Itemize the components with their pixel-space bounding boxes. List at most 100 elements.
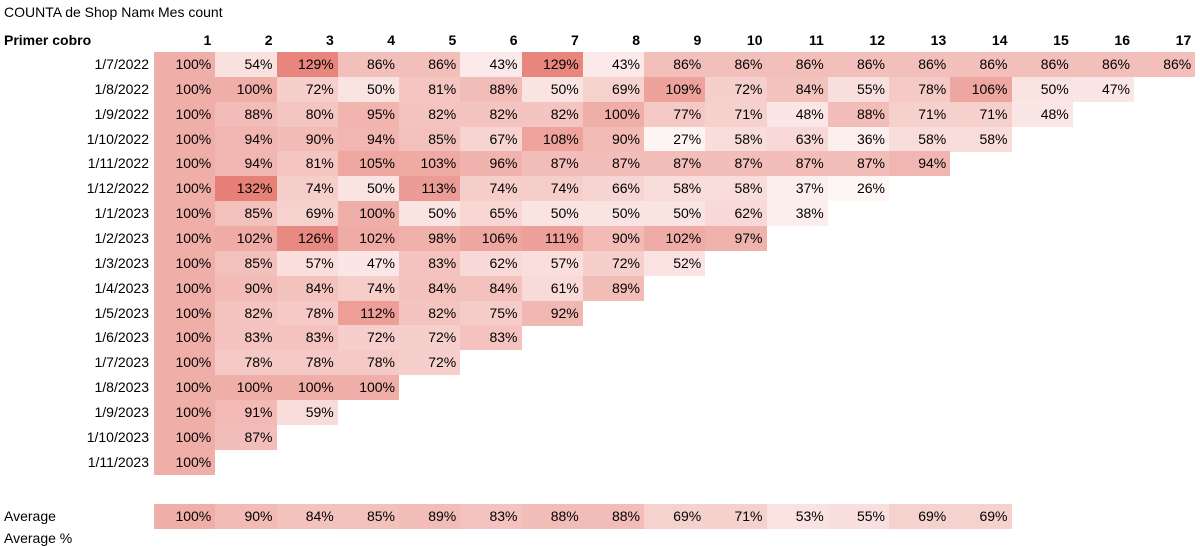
column-header-4[interactable]: 4: [387, 32, 395, 48]
retention-cell[interactable]: 82%: [521, 101, 583, 127]
retention-cell[interactable]: 100%: [154, 76, 216, 102]
row-label[interactable]: 1/3/2023: [94, 254, 150, 271]
row-label[interactable]: 1/9/2022: [94, 105, 150, 122]
retention-cell[interactable]: 74%: [337, 275, 399, 301]
retention-cell[interactable]: 80%: [276, 101, 338, 127]
retention-cell[interactable]: 72%: [276, 76, 338, 102]
retention-cell[interactable]: 86%: [399, 52, 461, 77]
column-header-13[interactable]: 13: [930, 32, 947, 48]
retention-cell[interactable]: 106%: [950, 76, 1012, 102]
retention-cell[interactable]: 43%: [582, 52, 644, 77]
average-cell[interactable]: 69%: [950, 504, 1012, 529]
average-cell[interactable]: 69%: [889, 504, 951, 529]
retention-cell[interactable]: 85%: [215, 201, 277, 227]
retention-cell[interactable]: 67%: [460, 126, 522, 152]
retention-cell[interactable]: 100%: [215, 375, 277, 401]
retention-cell[interactable]: 87%: [827, 151, 889, 177]
retention-cell[interactable]: 89%: [582, 275, 644, 301]
column-header-1[interactable]: 1: [203, 32, 212, 48]
retention-cell[interactable]: 129%: [521, 52, 583, 77]
retention-cell[interactable]: 87%: [705, 151, 767, 177]
retention-cell[interactable]: 86%: [950, 52, 1012, 77]
average-cell[interactable]: 88%: [521, 504, 583, 529]
retention-cell[interactable]: 83%: [460, 325, 522, 351]
retention-cell[interactable]: 65%: [460, 201, 522, 227]
row-label[interactable]: 1/5/2023: [94, 304, 150, 321]
retention-cell[interactable]: 86%: [889, 52, 951, 77]
retention-cell[interactable]: 100%: [154, 151, 216, 177]
retention-cell[interactable]: 112%: [337, 300, 399, 326]
column-header-5[interactable]: 5: [448, 32, 457, 48]
row-label[interactable]: 1/12/2022: [86, 180, 149, 197]
column-header-14[interactable]: 14: [991, 32, 1008, 48]
retention-cell[interactable]: 100%: [154, 176, 216, 202]
row-label[interactable]: 1/11/2022: [87, 155, 149, 172]
retention-cell[interactable]: 83%: [215, 325, 277, 351]
average-cell[interactable]: 85%: [337, 504, 399, 529]
retention-cell[interactable]: 72%: [337, 325, 399, 351]
column-header-9[interactable]: 9: [693, 32, 702, 48]
retention-cell[interactable]: 100%: [154, 399, 216, 425]
retention-cell[interactable]: 90%: [582, 225, 644, 251]
retention-cell[interactable]: 52%: [644, 250, 706, 276]
retention-cell[interactable]: 74%: [276, 176, 338, 202]
retention-cell[interactable]: 94%: [215, 126, 277, 152]
row-label[interactable]: 1/4/2023: [94, 279, 150, 296]
average-cell[interactable]: 69%: [644, 504, 706, 529]
retention-cell[interactable]: 94%: [889, 151, 951, 177]
retention-cell[interactable]: 108%: [521, 126, 583, 152]
retention-cell[interactable]: 78%: [215, 350, 277, 376]
retention-cell[interactable]: 88%: [460, 76, 522, 102]
retention-cell[interactable]: 103%: [399, 151, 461, 177]
pivot-value-field[interactable]: COUNTA de Shop Name: [4, 4, 154, 20]
retention-cell[interactable]: 57%: [276, 250, 338, 276]
retention-cell[interactable]: 94%: [337, 126, 399, 152]
retention-cell[interactable]: 100%: [154, 250, 216, 276]
retention-cell[interactable]: 50%: [644, 201, 706, 227]
retention-cell[interactable]: 82%: [399, 300, 461, 326]
retention-cell[interactable]: 72%: [705, 76, 767, 102]
retention-cell[interactable]: 94%: [215, 151, 277, 177]
retention-cell[interactable]: 105%: [337, 151, 399, 177]
retention-cell[interactable]: 100%: [215, 76, 277, 102]
retention-cell[interactable]: 82%: [399, 101, 461, 127]
retention-cell[interactable]: 61%: [521, 275, 583, 301]
column-header-12[interactable]: 12: [869, 32, 885, 48]
retention-cell[interactable]: 86%: [337, 52, 399, 77]
retention-cell[interactable]: 87%: [582, 151, 644, 177]
row-header-label[interactable]: Primer cobro: [4, 32, 92, 48]
retention-cell[interactable]: 58%: [705, 126, 767, 152]
partial-row-text[interactable]: Average %: [4, 530, 73, 546]
retention-cell[interactable]: 69%: [276, 201, 338, 227]
retention-cell[interactable]: 77%: [644, 101, 706, 127]
retention-cell[interactable]: 96%: [460, 151, 522, 177]
retention-cell[interactable]: 50%: [582, 201, 644, 227]
average-cell[interactable]: 88%: [582, 504, 644, 529]
retention-cell[interactable]: 82%: [215, 300, 277, 326]
retention-cell[interactable]: 83%: [276, 325, 338, 351]
retention-cell[interactable]: 100%: [154, 52, 216, 77]
retention-cell[interactable]: 50%: [521, 76, 583, 102]
row-label[interactable]: 1/2/2023: [94, 229, 150, 246]
row-label[interactable]: 1/9/2023: [94, 403, 150, 420]
retention-cell[interactable]: 71%: [950, 101, 1012, 127]
retention-cell[interactable]: 85%: [399, 126, 461, 152]
average-cell[interactable]: 84%: [276, 504, 338, 529]
retention-cell[interactable]: 100%: [337, 201, 399, 227]
retention-cell[interactable]: 62%: [460, 250, 522, 276]
retention-cell[interactable]: 36%: [827, 126, 889, 152]
column-header-15[interactable]: 15: [1053, 32, 1069, 48]
column-header-7[interactable]: 7: [570, 32, 579, 48]
row-label[interactable]: 1/10/2023: [86, 428, 149, 445]
retention-cell[interactable]: 100%: [276, 375, 338, 401]
row-label[interactable]: 1/1/2023: [94, 205, 150, 222]
retention-cell[interactable]: 86%: [644, 52, 706, 77]
retention-cell[interactable]: 90%: [276, 126, 338, 152]
retention-cell[interactable]: 62%: [705, 201, 767, 227]
retention-cell[interactable]: 100%: [154, 424, 216, 450]
retention-cell[interactable]: 84%: [399, 275, 461, 301]
retention-cell[interactable]: 87%: [521, 151, 583, 177]
retention-cell[interactable]: 86%: [1011, 52, 1073, 77]
retention-cell[interactable]: 92%: [521, 300, 583, 326]
column-header-8[interactable]: 8: [632, 32, 640, 48]
